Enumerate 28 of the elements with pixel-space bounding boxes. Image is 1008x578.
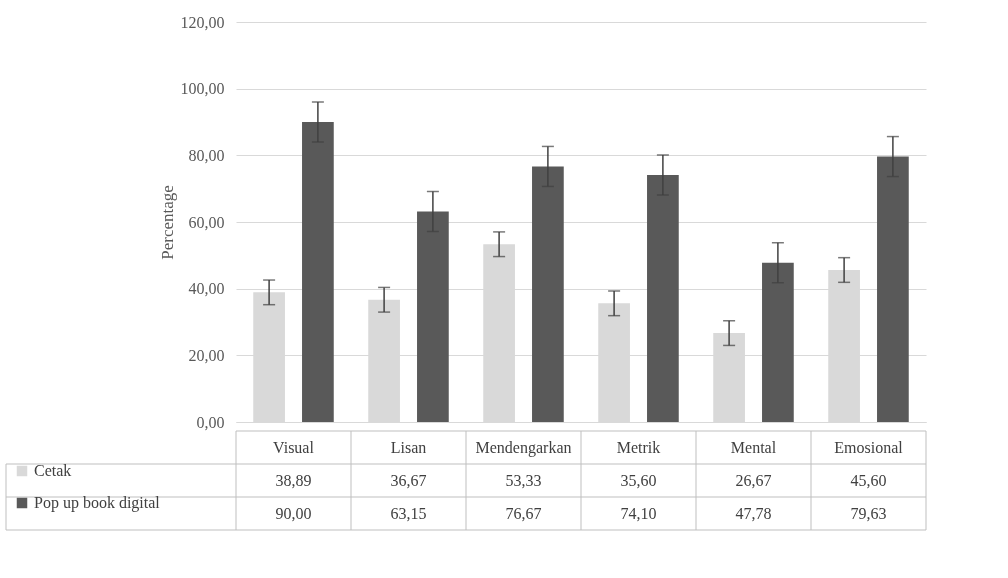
legend-label: Pop up book digital — [34, 494, 161, 512]
x-tick-label: Metrik — [616, 438, 661, 456]
x-tick-label: Mental — [730, 438, 777, 456]
legend-label: Cetak — [34, 462, 72, 479]
y-tick-label: 100,00 — [180, 80, 225, 98]
data-label: 26,67 — [735, 471, 772, 489]
y-tick-label: 120,00 — [180, 13, 225, 31]
data-label: 90,00 — [275, 504, 312, 522]
y-tick-label: 40,00 — [188, 280, 225, 298]
x-tick-label: Emosional — [834, 438, 904, 456]
data-label: 79,63 — [850, 504, 887, 522]
y-tick-label: 60,00 — [188, 213, 225, 231]
data-label: 45,60 — [850, 471, 887, 489]
data-label: 74,10 — [620, 504, 657, 522]
data-label: 76,67 — [505, 504, 542, 522]
data-label: 35,60 — [620, 471, 657, 489]
y-tick-label: 20,00 — [188, 346, 225, 364]
x-tick-label: Lisan — [390, 438, 427, 456]
x-tick-label: Mendengarkan — [475, 438, 572, 457]
y-axis-title: Percentage — [157, 185, 177, 260]
data-label: 38,89 — [275, 471, 312, 489]
y-tick-label: 80,00 — [188, 146, 225, 164]
data-label: 63,15 — [390, 504, 427, 522]
y-tick-label: 0,00 — [196, 413, 225, 431]
data-label: 36,67 — [390, 471, 427, 489]
data-label: 53,33 — [505, 471, 542, 489]
x-tick-label: Visual — [273, 438, 315, 456]
data-label: 47,78 — [735, 504, 772, 522]
